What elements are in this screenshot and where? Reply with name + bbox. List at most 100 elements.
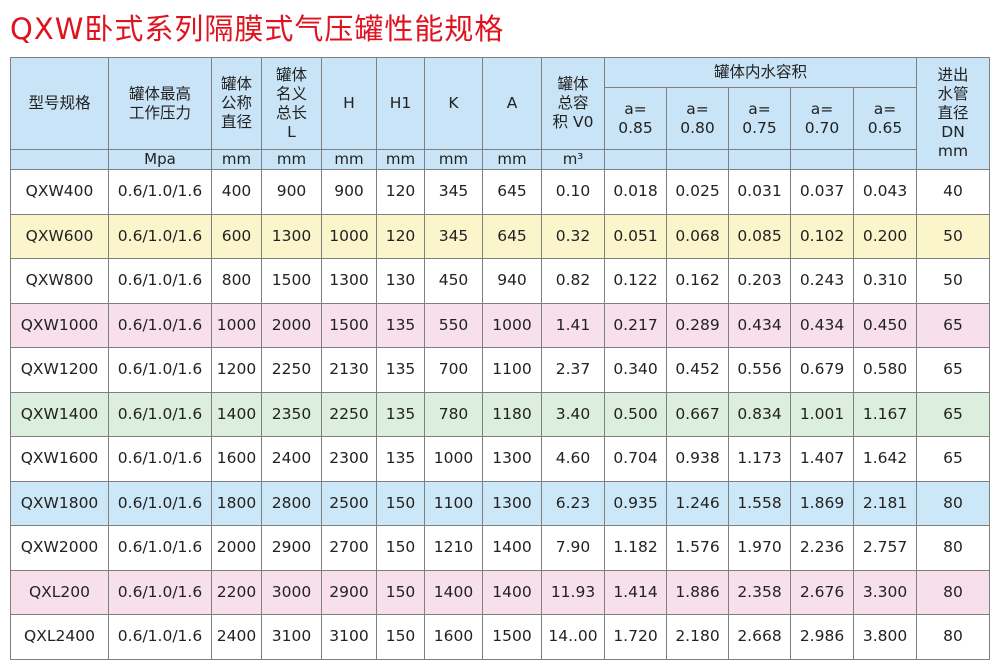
- header-water-volume-group: 罐体内水容积: [603, 56, 918, 89]
- value-cell: 0.025: [666, 169, 729, 215]
- header-length: 罐体 名义 总长 L: [261, 57, 322, 150]
- value-cell: 1210: [424, 525, 483, 571]
- unit-cell: Mpa: [108, 149, 212, 170]
- units-row: Mpa mm mm mm mm mm mm m³: [10, 149, 990, 170]
- header-pressure: 罐体最高 工作压力: [108, 57, 212, 150]
- value-cell: 0.6/1.0/1.6: [108, 436, 212, 482]
- model-cell: QXW600: [10, 213, 109, 259]
- value-cell: 1300: [482, 480, 542, 526]
- value-cell: 1500: [321, 302, 377, 348]
- value-cell: 0.6/1.0/1.6: [108, 569, 212, 615]
- value-cell: 400: [211, 169, 262, 215]
- value-cell: 2.180: [666, 614, 729, 660]
- value-cell: 0.037: [790, 169, 854, 215]
- value-cell: 0.556: [728, 347, 791, 393]
- value-cell: 0.935: [604, 480, 667, 526]
- header-a-070: a= 0.70: [790, 87, 854, 150]
- value-cell: 0.6/1.0/1.6: [108, 169, 212, 215]
- unit-cell: mm: [424, 149, 483, 170]
- value-cell: 1400: [482, 569, 542, 615]
- value-cell: 1.246: [666, 480, 729, 526]
- value-cell: 0.085: [728, 213, 791, 259]
- value-cell: 65: [916, 436, 991, 482]
- value-cell: 450: [424, 258, 483, 304]
- unit-cell: mm: [321, 149, 377, 170]
- value-cell: 2900: [261, 525, 322, 571]
- value-cell: 135: [376, 436, 425, 482]
- value-cell: 1.167: [852, 391, 918, 437]
- value-cell: 2.986: [790, 614, 854, 660]
- value-cell: 0.217: [604, 302, 667, 348]
- value-cell: 0.122: [604, 258, 667, 304]
- value-cell: 0.6/1.0/1.6: [108, 213, 212, 259]
- value-cell: 3100: [321, 614, 377, 660]
- value-cell: 0.340: [604, 347, 667, 393]
- value-cell: 2500: [321, 480, 377, 526]
- table-row: QXW600 0.6/1.0/1.6 600 1300 1000 120 345 645 0.3…: [10, 213, 991, 259]
- value-cell: 0.031: [728, 169, 791, 215]
- unit-cell: [790, 149, 854, 170]
- value-cell: 1000: [211, 302, 262, 348]
- value-cell: 3.300: [852, 569, 918, 615]
- value-cell: 0.500: [604, 391, 667, 437]
- value-cell: 1300: [261, 213, 322, 259]
- value-cell: 900: [261, 169, 322, 215]
- model-cell: QXW1600: [10, 436, 109, 482]
- value-cell: 50: [916, 213, 991, 259]
- model-cell: QXL2400: [10, 614, 109, 660]
- value-cell: 2400: [211, 614, 262, 660]
- value-cell: 0.434: [728, 302, 791, 348]
- value-cell: 0.938: [666, 436, 729, 482]
- value-cell: 0.667: [666, 391, 729, 437]
- value-cell: 0.6/1.0/1.6: [108, 614, 212, 660]
- value-cell: 4.60: [541, 436, 605, 482]
- value-cell: 135: [376, 391, 425, 437]
- value-cell: 0.6/1.0/1.6: [108, 525, 212, 571]
- header-a-075: a= 0.75: [728, 87, 791, 150]
- value-cell: 135: [376, 302, 425, 348]
- header-diameter: 罐体 公称 直径: [211, 57, 262, 150]
- value-cell: 2.757: [852, 525, 918, 571]
- model-cell: QXW400: [10, 169, 109, 215]
- value-cell: 1.576: [666, 525, 729, 571]
- value-cell: 1100: [424, 480, 483, 526]
- value-cell: 2.37: [541, 347, 605, 393]
- header-dn: 进出 水管 直径 DN mm: [916, 57, 991, 170]
- table-body: QXW400 0.6/1.0/1.6 400 900 900 120 345 645 0.10 0…: [10, 169, 991, 660]
- header-a-065: a= 0.65: [852, 87, 918, 150]
- value-cell: 1.970: [728, 525, 791, 571]
- value-cell: 1600: [211, 436, 262, 482]
- value-cell: 80: [916, 614, 991, 660]
- value-cell: 80: [916, 525, 991, 571]
- table-row: QXW1800 0.6/1.0/1.6 1800 2800 2500 150 1100 130…: [10, 480, 991, 526]
- value-cell: 1600: [424, 614, 483, 660]
- value-cell: 0.704: [604, 436, 667, 482]
- value-cell: 2800: [261, 480, 322, 526]
- table-row: QXL200 0.6/1.0/1.6 2200 3000 2900 150 1400 1400…: [10, 569, 991, 615]
- value-cell: 65: [916, 302, 991, 348]
- value-cell: 0.834: [728, 391, 791, 437]
- value-cell: 0.434: [790, 302, 854, 348]
- header-a: A: [482, 57, 542, 150]
- unit-cell: m³: [541, 149, 605, 170]
- value-cell: 645: [482, 169, 542, 215]
- value-cell: 1180: [482, 391, 542, 437]
- value-cell: 1.642: [852, 436, 918, 482]
- value-cell: 80: [916, 569, 991, 615]
- header-h1: H1: [376, 57, 425, 150]
- value-cell: 0.452: [666, 347, 729, 393]
- value-cell: 7.90: [541, 525, 605, 571]
- value-cell: 1000: [482, 302, 542, 348]
- value-cell: 0.450: [852, 302, 918, 348]
- value-cell: 3.800: [852, 614, 918, 660]
- value-cell: 0.243: [790, 258, 854, 304]
- value-cell: 150: [376, 525, 425, 571]
- value-cell: 0.679: [790, 347, 854, 393]
- value-cell: 1400: [424, 569, 483, 615]
- value-cell: 0.10: [541, 169, 605, 215]
- value-cell: 3.40: [541, 391, 605, 437]
- value-cell: 0.32: [541, 213, 605, 259]
- value-cell: 2.181: [852, 480, 918, 526]
- value-cell: 1.869: [790, 480, 854, 526]
- value-cell: 0.068: [666, 213, 729, 259]
